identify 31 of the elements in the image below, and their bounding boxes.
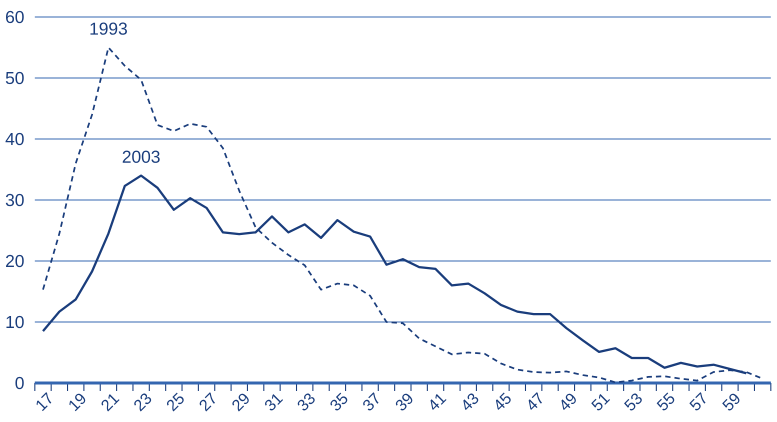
y-tick-label: 40 xyxy=(6,132,24,146)
x-tick-label: 35 xyxy=(330,392,348,410)
y-tick-label: 10 xyxy=(6,316,24,328)
x-tick-label: 25 xyxy=(166,392,184,412)
x-tick-label: 57 xyxy=(689,392,706,410)
x-tick-label: 33 xyxy=(298,393,315,410)
x-tick-label: 17 xyxy=(36,392,52,412)
x-tick-label: 47 xyxy=(528,392,542,410)
x-tick-label: 23 xyxy=(134,393,152,412)
x-tick-label: 21 xyxy=(102,394,120,412)
x-tick-label: 41 xyxy=(430,394,447,410)
x-tick-label: 39 xyxy=(396,394,412,410)
y-tick-label: 0 xyxy=(15,376,24,390)
y-tick-label: 50 xyxy=(6,72,24,84)
x-tick-label: 51 xyxy=(591,394,610,410)
x-tick-label: 19 xyxy=(69,394,86,412)
x-tick-label: 53 xyxy=(624,393,642,410)
series-label: 1993 xyxy=(90,22,127,35)
x-tick-label: 55 xyxy=(656,392,674,410)
x-tick-label: 31 xyxy=(265,394,284,410)
x-tick-label: 59 xyxy=(722,394,740,410)
x-tick-label: 43 xyxy=(463,393,478,410)
y-tick-label: 60 xyxy=(6,10,24,24)
x-tick-label: 45 xyxy=(496,392,511,410)
y-tick-label: 30 xyxy=(6,194,24,206)
series-label: 2003 xyxy=(122,150,160,163)
x-tick-label: 29 xyxy=(232,394,249,412)
x-tick-label: 37 xyxy=(363,392,379,410)
x-tick-label: 49 xyxy=(561,394,576,410)
y-tick-label: 20 xyxy=(6,254,24,268)
x-tick-label: 27 xyxy=(200,392,215,412)
